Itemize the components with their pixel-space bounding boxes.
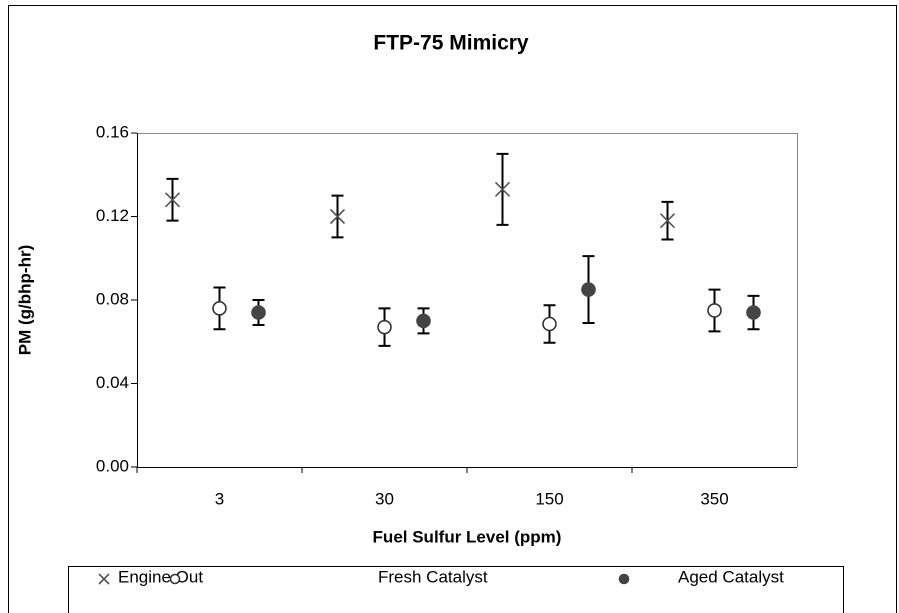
point: [746, 305, 761, 320]
x-tick-label: 30: [375, 489, 394, 508]
x-tick-label: 150: [535, 489, 563, 508]
y-tick-label: 0.12: [96, 206, 129, 225]
y-tick-label: 0.16: [96, 122, 129, 141]
y-axis-label: PM (g/bhp-hr): [15, 245, 34, 355]
point: [659, 213, 676, 229]
legend-label: Engine Out: [118, 567, 203, 586]
legend-marker: [618, 573, 630, 585]
x-axis-label: Fuel Sulfur Level (ppm): [373, 527, 562, 546]
legend-marker: [98, 573, 110, 585]
point: [251, 305, 266, 320]
x-tick-label: 3: [215, 489, 224, 508]
point: [164, 192, 181, 208]
point: [542, 316, 557, 332]
y-tick-label: 0.08: [96, 289, 129, 308]
legend-marker: [169, 573, 181, 585]
point: [212, 301, 227, 316]
y-tick-label: 0.00: [96, 456, 129, 475]
point: [494, 181, 511, 197]
legend-label: Fresh Catalyst: [378, 567, 488, 586]
point: [581, 282, 596, 297]
point: [707, 303, 722, 318]
legend: [68, 566, 844, 613]
legend-label: Aged Catalyst: [678, 567, 784, 586]
point: [416, 313, 431, 329]
chart-border: [8, 5, 897, 613]
point: [377, 319, 392, 335]
chart-title: FTP-75 Mimicry: [373, 32, 529, 55]
point: [329, 208, 346, 225]
x-tick-label: 350: [700, 489, 728, 508]
y-tick-label: 0.04: [96, 373, 129, 392]
